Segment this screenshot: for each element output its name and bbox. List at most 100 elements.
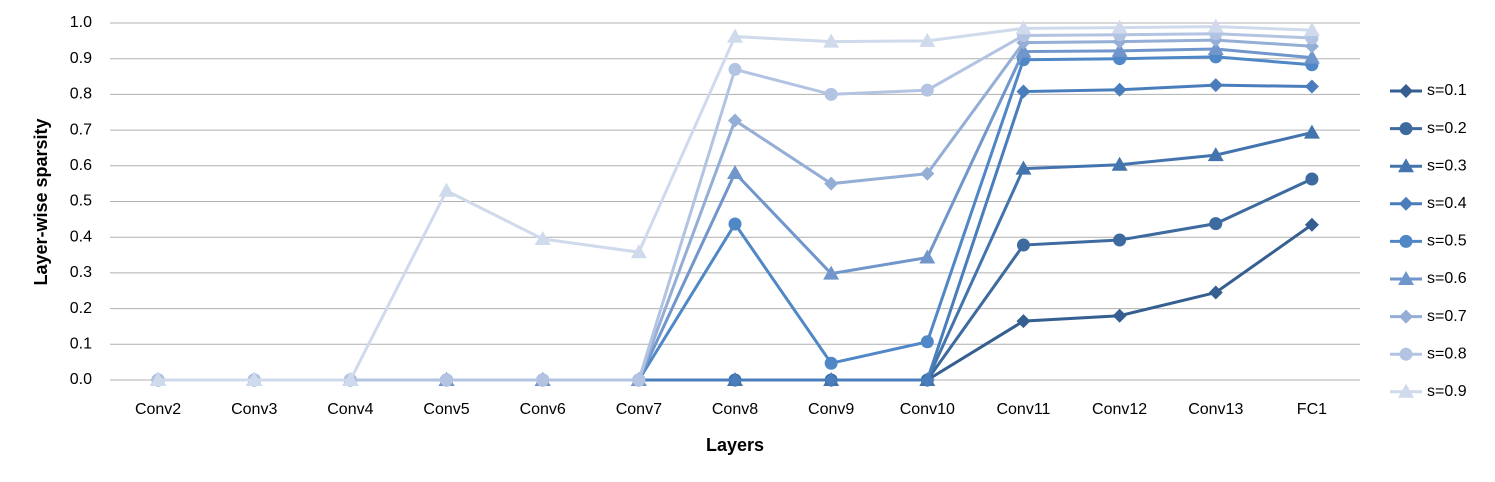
data-point bbox=[630, 244, 647, 259]
data-point bbox=[1209, 217, 1223, 231]
legend-label: s=0.6 bbox=[1427, 270, 1467, 287]
legend-marker bbox=[1398, 271, 1414, 285]
y-tick-label: 0.2 bbox=[70, 300, 92, 317]
x-tick-label: Conv12 bbox=[1092, 401, 1147, 418]
data-point bbox=[920, 166, 935, 181]
legend-marker bbox=[1399, 234, 1413, 248]
data-point bbox=[150, 372, 167, 386]
data-point bbox=[534, 230, 551, 245]
data-point bbox=[1016, 238, 1030, 252]
data-point bbox=[1303, 22, 1320, 37]
y-tick-label: 0.9 bbox=[70, 50, 92, 67]
data-point bbox=[1303, 49, 1320, 64]
legend-label: s=0.9 bbox=[1427, 383, 1467, 400]
x-tick-label: Conv2 bbox=[135, 401, 181, 418]
data-point bbox=[1016, 314, 1031, 329]
data-point bbox=[1111, 156, 1128, 171]
legend-marker bbox=[1398, 383, 1414, 398]
data-point bbox=[728, 113, 742, 128]
data-point bbox=[919, 249, 936, 264]
data-point bbox=[920, 335, 934, 349]
data-point bbox=[920, 83, 934, 97]
data-point bbox=[919, 32, 936, 47]
legend-marker bbox=[1399, 196, 1413, 211]
data-point bbox=[920, 373, 935, 387]
x-tick-label: Conv6 bbox=[520, 401, 566, 418]
data-point bbox=[632, 373, 646, 387]
data-point bbox=[1015, 160, 1032, 175]
data-point bbox=[728, 217, 742, 231]
data-point bbox=[1304, 79, 1319, 94]
series-line bbox=[158, 32, 1312, 382]
data-point bbox=[1111, 19, 1128, 34]
legend-label: s=0.7 bbox=[1427, 308, 1467, 325]
x-tick-label: Conv3 bbox=[231, 401, 277, 418]
legend-label: s=0.2 bbox=[1427, 120, 1467, 137]
legend-label: s=0.1 bbox=[1427, 82, 1467, 99]
data-point bbox=[1208, 78, 1223, 93]
legend-marker bbox=[1399, 84, 1413, 98]
legend-marker bbox=[1399, 122, 1413, 136]
data-point bbox=[824, 373, 839, 387]
data-point bbox=[824, 176, 839, 191]
legend-marker bbox=[1399, 347, 1413, 361]
data-point bbox=[824, 87, 838, 101]
legend-marker bbox=[1398, 158, 1414, 173]
data-point bbox=[1016, 84, 1031, 99]
y-tick-label: 1.0 bbox=[70, 14, 92, 31]
data-point bbox=[727, 164, 743, 179]
data-point bbox=[1303, 124, 1320, 139]
legend-label: s=0.5 bbox=[1427, 233, 1467, 250]
x-tick-label: Conv7 bbox=[616, 401, 662, 418]
x-tick-label: Conv11 bbox=[996, 401, 1050, 418]
data-point bbox=[1208, 285, 1223, 300]
data-point bbox=[1207, 41, 1224, 56]
data-point bbox=[823, 265, 840, 280]
data-point bbox=[1112, 308, 1127, 323]
x-tick-label: Conv10 bbox=[900, 401, 955, 418]
data-point bbox=[1015, 20, 1032, 35]
x-tick-label: Conv13 bbox=[1188, 401, 1243, 418]
data-point bbox=[1305, 172, 1319, 186]
y-tick-label: 0.4 bbox=[70, 228, 92, 245]
legend-label: s=0.4 bbox=[1427, 195, 1467, 212]
y-tick-label: 0.7 bbox=[70, 121, 92, 138]
x-tick-label: Conv5 bbox=[423, 401, 469, 418]
y-tick-label: 0.6 bbox=[70, 157, 92, 174]
series-line bbox=[158, 25, 1312, 382]
data-point bbox=[1111, 42, 1128, 57]
data-point bbox=[536, 373, 550, 387]
data-point bbox=[438, 182, 455, 197]
series-line bbox=[158, 83, 1312, 382]
data-point bbox=[1015, 43, 1032, 58]
data-point bbox=[1112, 82, 1127, 97]
legend-label: s=0.3 bbox=[1427, 157, 1467, 174]
x-tick-label: Conv8 bbox=[712, 401, 758, 418]
series-line bbox=[158, 47, 1313, 382]
data-point bbox=[440, 373, 454, 387]
y-tick-label: 0.5 bbox=[70, 193, 92, 210]
y-axis-title: Layer-wise sparsity bbox=[31, 118, 51, 285]
series-line bbox=[158, 177, 1313, 382]
x-tick-label: Conv9 bbox=[808, 401, 854, 418]
data-point bbox=[728, 62, 742, 76]
data-point bbox=[1207, 147, 1224, 162]
legend-label: s=0.8 bbox=[1427, 345, 1467, 362]
x-axis-title: Layers bbox=[706, 435, 764, 455]
data-point bbox=[824, 356, 838, 370]
data-point bbox=[1207, 18, 1224, 33]
data-point bbox=[1304, 217, 1319, 232]
data-point bbox=[1113, 233, 1127, 247]
data-point bbox=[728, 373, 742, 387]
series-line bbox=[158, 223, 1313, 382]
y-tick-label: 0.0 bbox=[70, 371, 92, 388]
data-point bbox=[727, 28, 743, 43]
x-tick-label: FC1 bbox=[1297, 401, 1327, 418]
y-tick-label: 0.3 bbox=[70, 264, 92, 281]
legend-marker bbox=[1399, 309, 1413, 324]
data-point bbox=[823, 33, 840, 48]
data-point bbox=[246, 372, 263, 386]
series-line bbox=[158, 38, 1313, 382]
